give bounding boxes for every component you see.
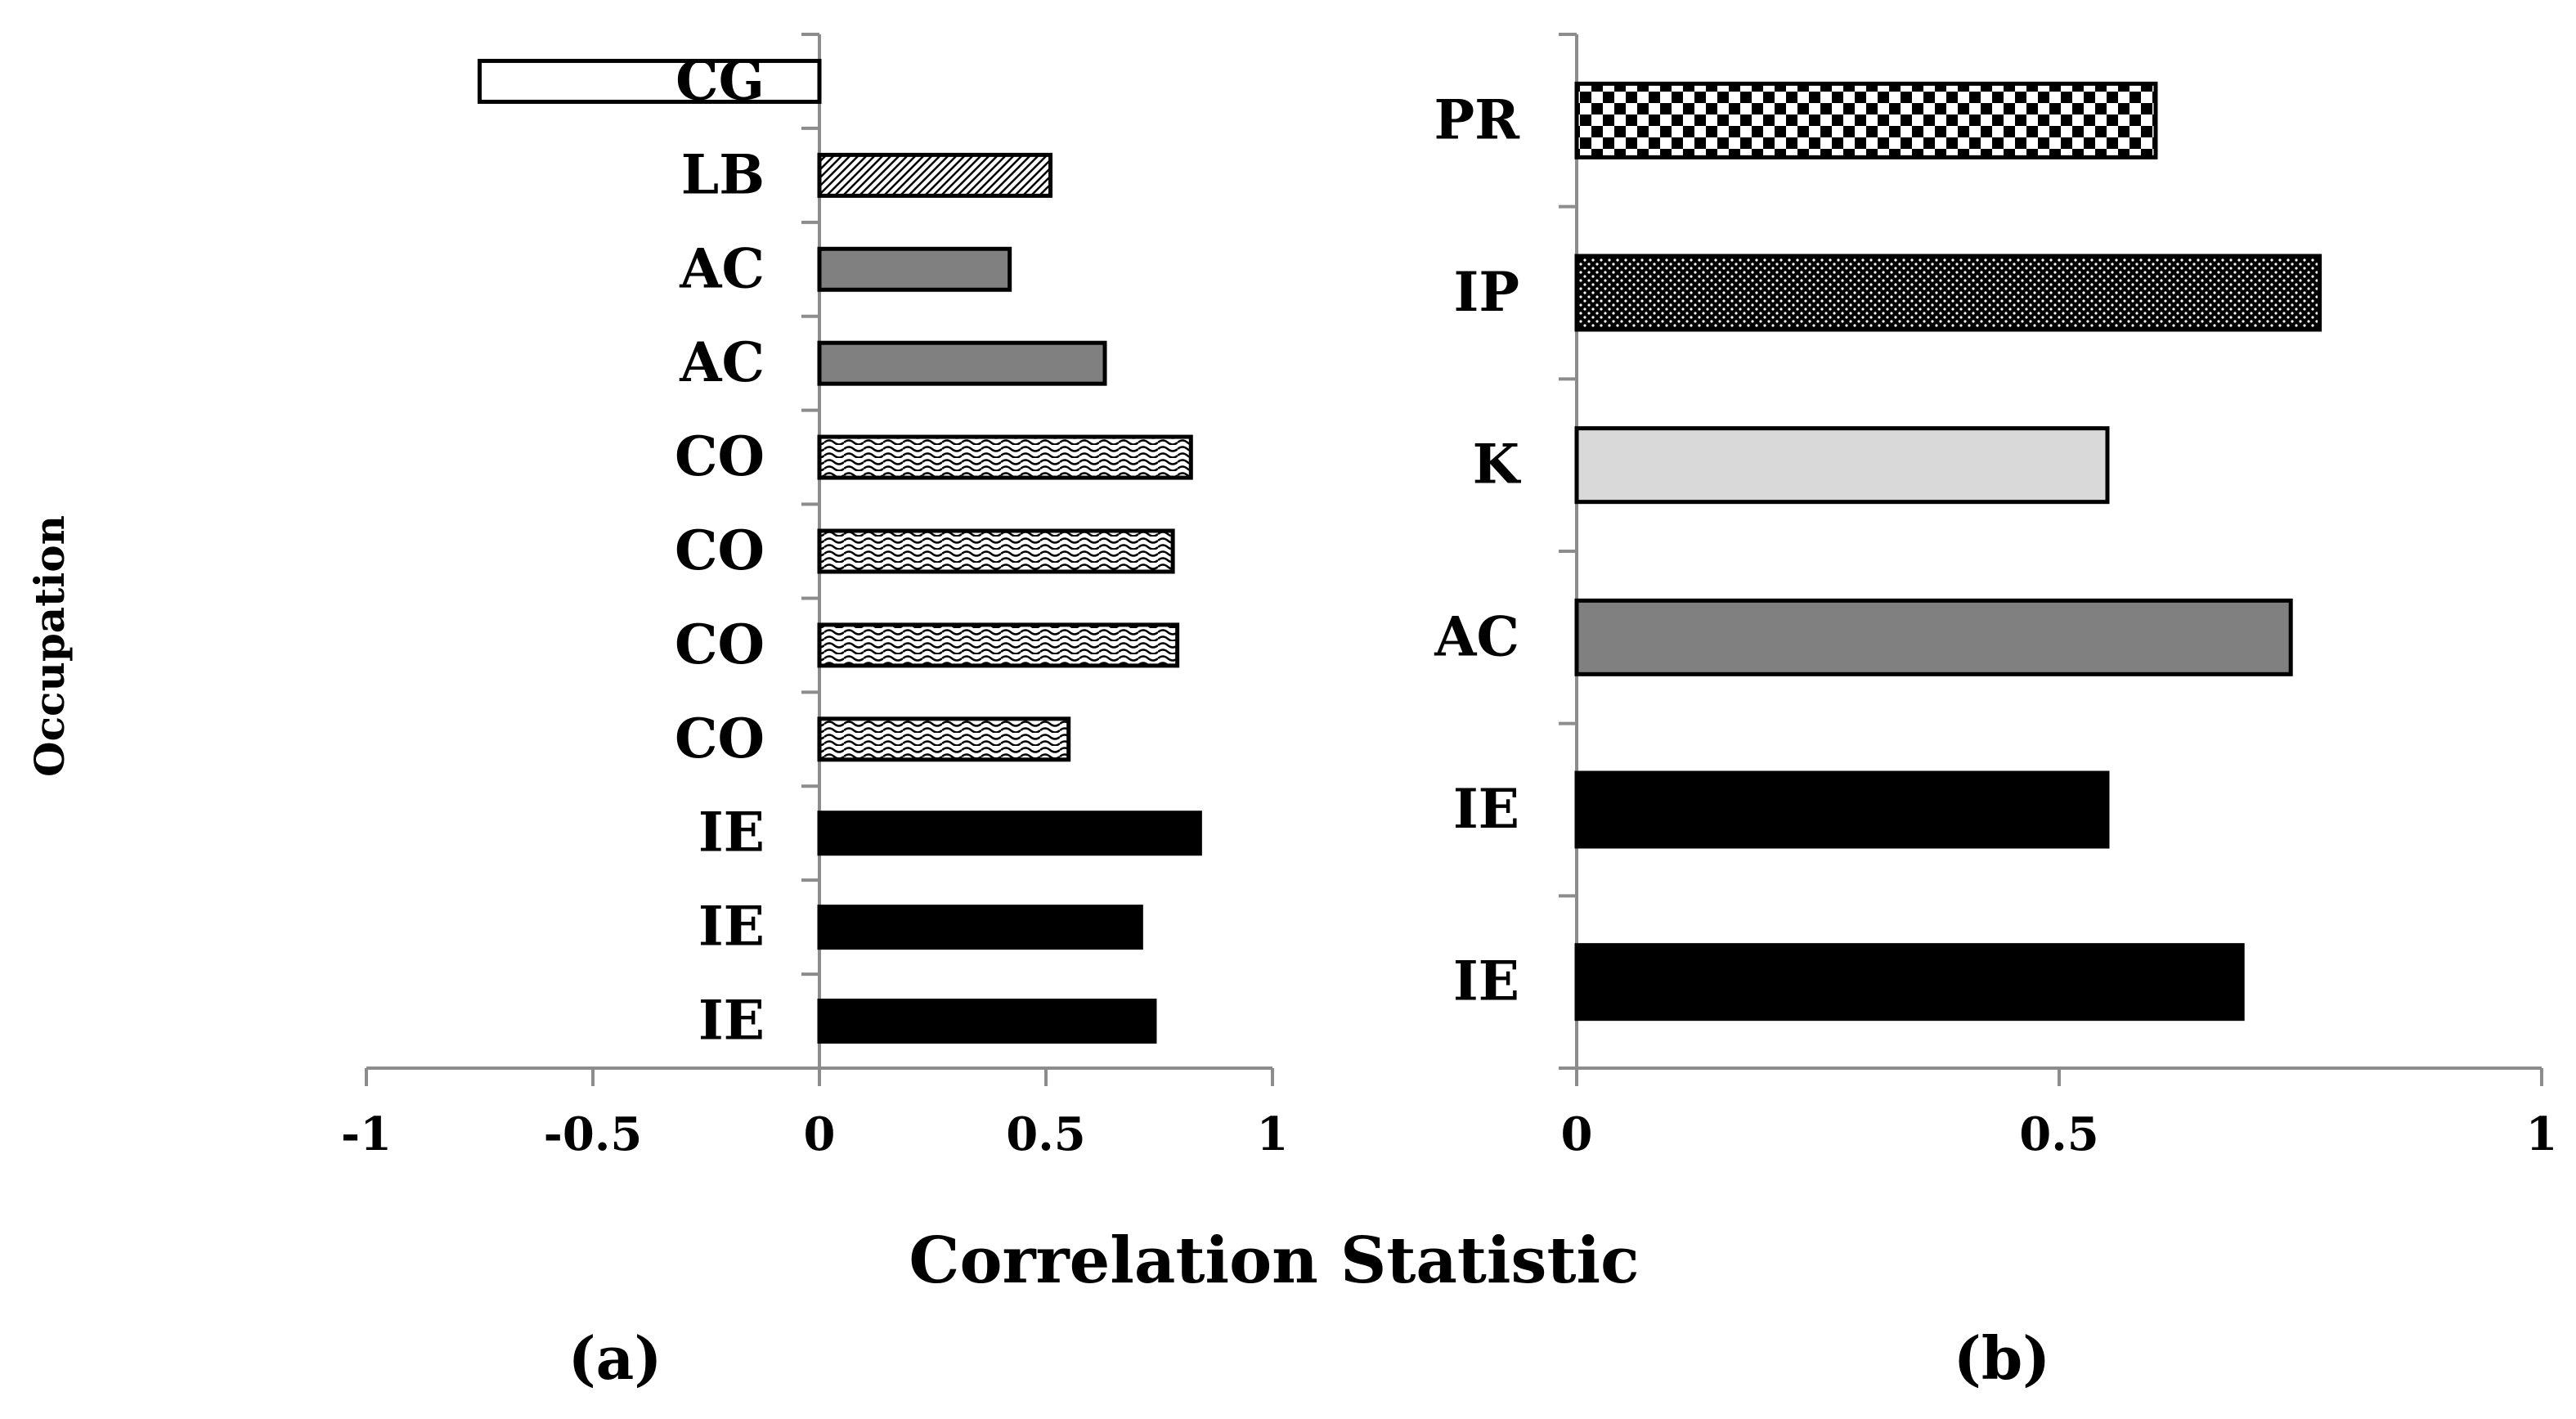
x-tick-label: 0.5 — [1006, 1107, 1085, 1161]
bar-k — [1574, 426, 2110, 505]
bar-lb — [817, 152, 1053, 198]
category-label: IE — [1453, 950, 1519, 1013]
bar-ac — [817, 340, 1107, 386]
category-label: K — [1473, 433, 1522, 496]
category-label: CO — [675, 707, 765, 770]
category-label: AC — [679, 236, 765, 300]
category-label: IP — [1453, 260, 1519, 324]
panel-b-label: (b) — [1954, 1323, 2050, 1393]
bar-ac — [1574, 598, 2293, 676]
category-label: AC — [679, 330, 765, 394]
bar-ie — [817, 999, 1157, 1044]
bar-ie — [1574, 770, 2110, 849]
x-tick-label: 0.5 — [2019, 1107, 2098, 1161]
bar-co — [817, 528, 1175, 574]
x-tick-label: -0.5 — [544, 1107, 643, 1161]
x-axis-label: Correlation Statistic — [909, 1224, 1639, 1298]
panel-b-chart: 0 0.5 1 PR IP K AC IE IE — [1434, 33, 2558, 1161]
panel-a-label: (a) — [568, 1323, 662, 1393]
x-tick-label: 1 — [2526, 1107, 2558, 1161]
bar-ie — [1574, 943, 2245, 1022]
bar-cg — [478, 58, 822, 104]
bar-ip — [1574, 254, 2322, 332]
x-tick-label: 0 — [804, 1107, 836, 1161]
bar-co — [817, 434, 1193, 480]
category-label: IE — [1453, 777, 1519, 841]
category-label: CG — [675, 48, 765, 112]
category-label: CO — [675, 519, 765, 582]
bar-ie — [817, 905, 1143, 950]
category-label: IE — [698, 989, 765, 1053]
bar-co — [817, 622, 1180, 668]
panel-a-chart: -1 -0.5 0 0.5 1 CG LB AC AC CO CO CO CO IE IE IE — [341, 33, 1289, 1161]
bar-co — [817, 716, 1071, 762]
bar-ac — [817, 246, 1012, 292]
category-label: AC — [1434, 604, 1519, 668]
category-label: CO — [675, 613, 765, 676]
bar-pr — [1574, 81, 2158, 159]
category-label: IE — [698, 895, 765, 959]
category-label: IE — [698, 801, 765, 864]
category-label: PR — [1434, 88, 1521, 151]
x-tick-label: 1 — [1257, 1107, 1289, 1161]
x-tick-label: 0 — [1561, 1107, 1593, 1161]
category-label: LB — [681, 142, 765, 206]
x-tick-label: -1 — [341, 1107, 392, 1161]
y-axis-label: Occupation — [25, 515, 74, 777]
category-label: CO — [675, 424, 765, 488]
bar-ie — [817, 811, 1202, 856]
